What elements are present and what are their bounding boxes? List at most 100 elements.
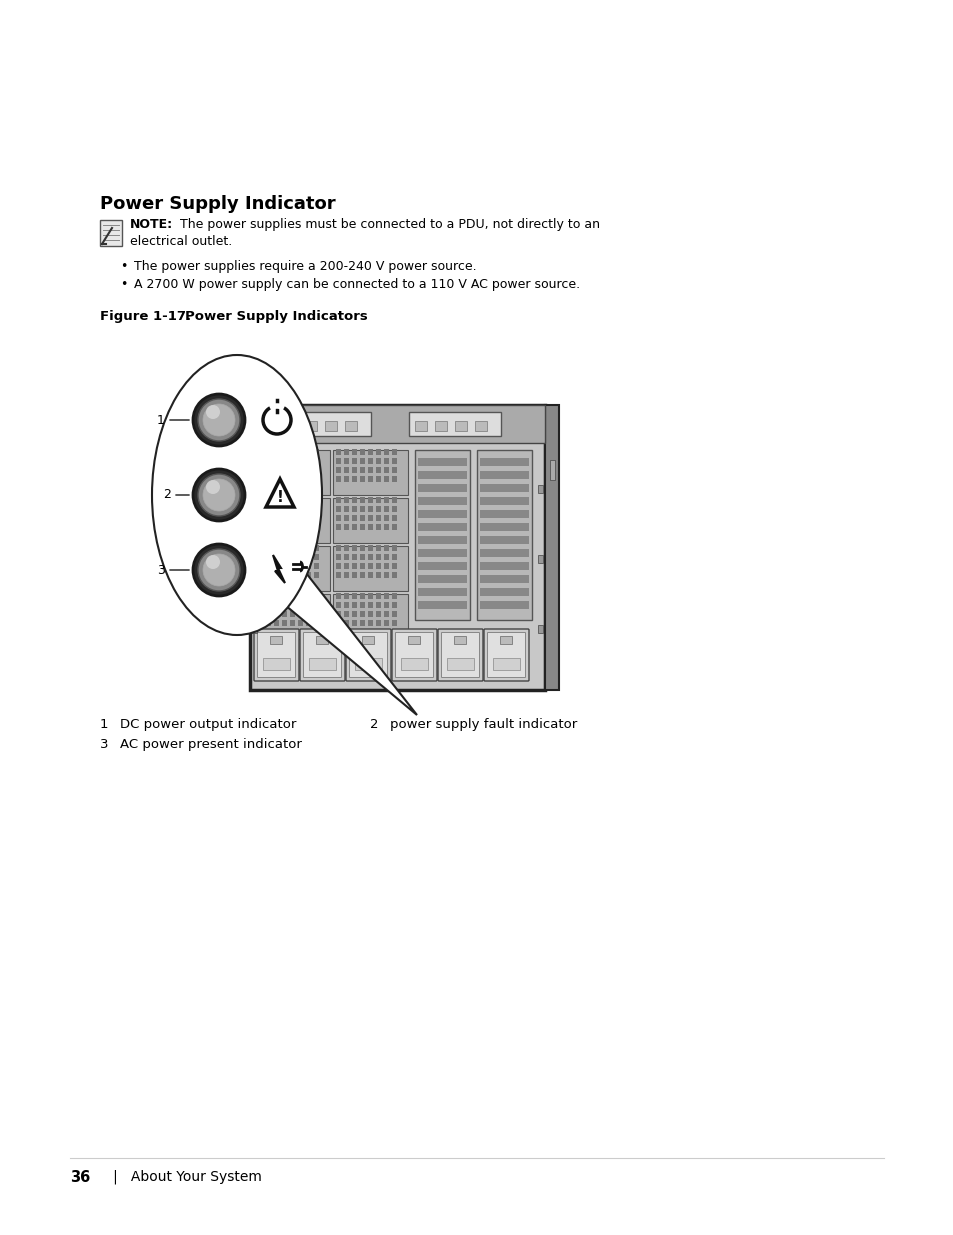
FancyBboxPatch shape <box>483 629 529 680</box>
Bar <box>368 496 373 503</box>
Bar <box>257 450 263 454</box>
Bar <box>384 620 389 626</box>
Bar <box>537 625 542 634</box>
Bar <box>306 524 311 530</box>
FancyBboxPatch shape <box>395 632 433 678</box>
Bar <box>314 506 318 513</box>
Text: !: ! <box>276 490 283 505</box>
Bar <box>417 458 467 466</box>
Bar <box>368 450 373 454</box>
Circle shape <box>198 550 240 592</box>
Bar <box>290 458 294 464</box>
Bar <box>375 515 380 521</box>
Bar <box>306 611 311 618</box>
Bar <box>544 405 558 690</box>
Bar <box>282 555 287 559</box>
Text: 2: 2 <box>163 489 171 501</box>
Bar <box>361 636 374 643</box>
Bar <box>384 475 389 482</box>
Bar <box>290 572 294 578</box>
Bar <box>384 572 389 578</box>
Bar <box>254 498 330 543</box>
Bar <box>266 467 271 473</box>
Bar <box>345 421 356 431</box>
Bar <box>266 572 271 578</box>
Bar <box>314 524 318 530</box>
Bar <box>368 611 373 618</box>
Bar <box>314 450 318 454</box>
Bar <box>257 611 263 618</box>
Bar <box>392 524 396 530</box>
Bar <box>306 555 311 559</box>
Text: 3: 3 <box>157 563 165 577</box>
Bar <box>355 658 381 671</box>
Text: 36: 36 <box>70 1170 91 1186</box>
Bar <box>297 475 303 482</box>
Bar <box>306 450 311 454</box>
FancyBboxPatch shape <box>100 220 122 246</box>
FancyBboxPatch shape <box>437 629 482 680</box>
Bar <box>306 563 311 569</box>
Bar <box>417 588 467 597</box>
Bar <box>352 506 356 513</box>
Bar <box>297 620 303 626</box>
Bar <box>392 496 396 503</box>
FancyBboxPatch shape <box>299 629 345 680</box>
Bar <box>274 458 278 464</box>
Bar <box>282 524 287 530</box>
Bar <box>306 593 311 599</box>
Bar <box>266 545 271 551</box>
Bar <box>314 475 318 482</box>
Bar <box>417 510 467 517</box>
Bar <box>306 515 311 521</box>
Bar <box>306 620 311 626</box>
Bar <box>400 658 428 671</box>
Bar <box>375 545 380 551</box>
Bar <box>266 450 271 454</box>
Bar <box>352 620 356 626</box>
Bar <box>359 611 365 618</box>
Bar <box>415 421 427 431</box>
Bar <box>309 658 335 671</box>
Bar <box>344 450 349 454</box>
Bar <box>282 545 287 551</box>
Bar <box>344 467 349 473</box>
Circle shape <box>203 555 234 585</box>
Bar <box>274 601 278 608</box>
Text: •: • <box>120 261 128 273</box>
Bar <box>368 572 373 578</box>
Text: 1: 1 <box>157 414 165 426</box>
Bar <box>274 572 278 578</box>
Bar <box>384 458 389 464</box>
Bar <box>359 467 365 473</box>
Bar <box>352 524 356 530</box>
Text: Power Supply Indicators: Power Supply Indicators <box>185 310 367 324</box>
Text: DC power output indicator: DC power output indicator <box>120 718 296 731</box>
Bar <box>257 458 263 464</box>
Bar <box>392 467 396 473</box>
Bar <box>368 620 373 626</box>
Bar <box>359 593 365 599</box>
Bar <box>257 620 263 626</box>
Bar <box>290 475 294 482</box>
Bar <box>335 555 340 559</box>
Bar <box>352 601 356 608</box>
Bar <box>479 601 529 609</box>
Bar <box>274 555 278 559</box>
Bar <box>479 576 529 583</box>
Bar <box>266 611 271 618</box>
Bar <box>375 611 380 618</box>
Bar <box>384 601 389 608</box>
Bar <box>274 506 278 513</box>
Bar <box>297 593 303 599</box>
Bar <box>282 475 287 482</box>
Bar <box>352 450 356 454</box>
Bar <box>359 601 365 608</box>
Bar <box>359 506 365 513</box>
Bar <box>306 506 311 513</box>
Bar <box>384 496 389 503</box>
Bar <box>305 421 316 431</box>
Bar <box>297 506 303 513</box>
Bar <box>384 545 389 551</box>
Bar <box>335 458 340 464</box>
